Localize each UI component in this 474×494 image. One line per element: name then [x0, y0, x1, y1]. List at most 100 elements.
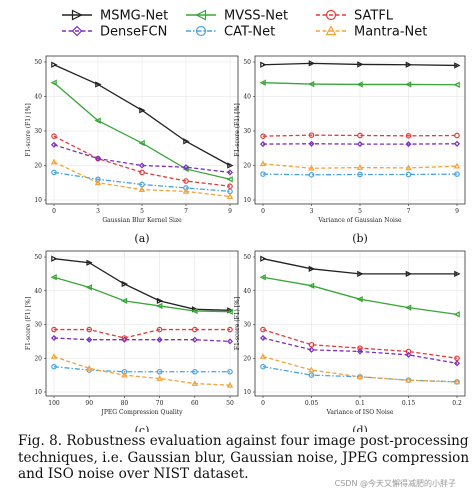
legend-marker	[195, 25, 207, 37]
y-tick-label: 50	[34, 59, 42, 66]
data-point	[453, 311, 460, 318]
y-tick-label: 10	[243, 197, 251, 204]
data-point	[50, 141, 58, 148]
series-line	[262, 173, 458, 176]
series-line	[54, 328, 230, 339]
data-point	[226, 193, 234, 199]
data-point	[226, 308, 233, 315]
data-point	[192, 326, 198, 333]
x-tick-label: 0	[52, 208, 56, 215]
caption-line-1: Fig. 8. Robustness evaluation against fo…	[18, 433, 469, 449]
chart-panel-4: 10 20 30 40 50 0 0.05 0.1 0.15 0.2 Variance of ISO…	[234, 250, 466, 432]
data-point	[453, 378, 461, 385]
series-densefcn	[50, 141, 234, 176]
data-point	[356, 164, 364, 170]
data-point	[404, 81, 412, 88]
series-densefcn	[50, 334, 234, 345]
data-point	[308, 372, 315, 378]
data-point	[308, 346, 315, 353]
data-point	[182, 187, 190, 194]
x-tick-label: 9	[455, 208, 459, 215]
data-point	[454, 270, 461, 278]
data-point	[405, 376, 412, 383]
data-point	[260, 363, 266, 370]
series-satfl	[260, 326, 460, 362]
data-point	[94, 117, 101, 124]
y-tick-label: 40	[243, 288, 251, 295]
data-point	[50, 334, 58, 342]
data-point	[121, 280, 128, 288]
data-point	[85, 364, 93, 371]
y-tick-label: 30	[243, 128, 251, 135]
series-line	[53, 337, 231, 343]
data-point	[121, 371, 128, 378]
y-tick-label: 50	[243, 254, 251, 261]
y-tick-label: 20	[34, 355, 42, 362]
chart-panel-1: 10 20 30 40 50 0 3 5 7 9 Gaussian Blur Kernel Size…	[25, 55, 239, 245]
caption-line-3: and ISO noise over NIST dataset.	[18, 466, 249, 483]
x-tick-label: 80	[121, 400, 129, 407]
data-point	[308, 265, 316, 272]
y-tick-label: 40	[34, 94, 42, 101]
data-point	[259, 353, 267, 359]
x-tick-label: 70	[156, 400, 164, 407]
series-densefcn	[259, 334, 461, 367]
data-point	[356, 81, 363, 88]
legend-marker	[195, 9, 207, 21]
data-point	[121, 336, 128, 343]
grid	[255, 56, 465, 204]
data-point	[453, 162, 461, 169]
y-tick-label: 20	[34, 163, 42, 170]
data-point	[227, 162, 234, 169]
series-line	[53, 161, 231, 198]
data-point	[259, 334, 267, 342]
y-tick-label: 50	[243, 59, 251, 66]
data-point	[139, 107, 146, 114]
legend-entry-mvss-net: MVSS-Net	[186, 9, 288, 24]
data-point	[260, 171, 266, 177]
legend-label: SATFL	[354, 9, 394, 24]
series-cat-net	[51, 363, 233, 375]
data-point	[51, 363, 57, 370]
data-point	[308, 366, 315, 373]
data-point	[156, 302, 163, 310]
data-point	[121, 335, 128, 341]
y-tick-label: 10	[34, 389, 42, 396]
data-point	[404, 304, 412, 311]
data-point	[260, 61, 267, 68]
panel-label: (d)	[352, 424, 368, 432]
data-point	[227, 326, 233, 333]
series-line	[262, 328, 458, 359]
data-point	[227, 183, 233, 190]
series-mantra-net	[50, 158, 234, 199]
data-point	[405, 141, 412, 148]
data-point	[191, 380, 199, 386]
x-tick-label: 0.1	[355, 400, 365, 407]
data-point	[259, 141, 267, 148]
x-tick-label: 90	[85, 400, 93, 407]
x-axis-label: JPEG Compression Quality	[100, 409, 183, 416]
series-msmg-net	[51, 61, 234, 169]
data-point	[156, 336, 163, 343]
y-axis-label: F1-score (F1) [%]	[234, 297, 241, 350]
data-point	[120, 297, 128, 305]
data-point	[260, 133, 266, 139]
data-point	[183, 178, 189, 184]
data-point	[156, 326, 163, 333]
series-line	[262, 258, 457, 275]
data-point	[139, 169, 145, 176]
data-point	[357, 345, 363, 351]
y-tick-label: 40	[243, 94, 251, 101]
x-axis-label: Gaussian Blur Kernel Size	[102, 217, 182, 224]
data-point	[260, 255, 267, 262]
series-mantra-net	[259, 160, 461, 171]
legend-entry-densefcn: DenseFCN	[62, 25, 167, 40]
x-tick-label: 3	[310, 208, 314, 215]
x-axis-label: Variance of Gaussian Noise	[317, 217, 402, 224]
data-point	[226, 381, 234, 388]
legend-label: MSMG-Net	[100, 9, 168, 24]
legend-label: CAT-Net	[224, 25, 275, 40]
data-point	[51, 169, 57, 176]
x-tick-label: 3	[96, 208, 100, 215]
